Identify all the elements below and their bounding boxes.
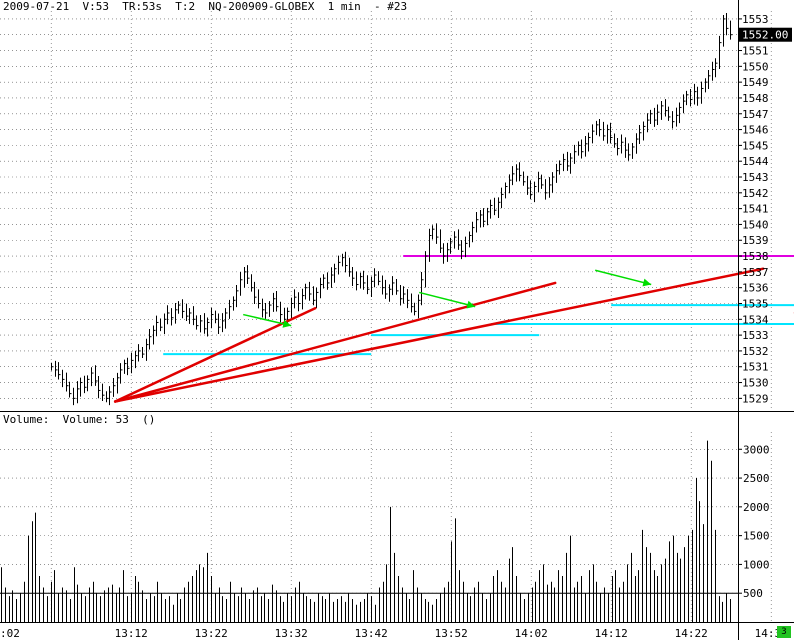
- volume-tick-label: 1000: [743, 558, 770, 571]
- price-tick-label: 1531: [742, 361, 769, 374]
- time-tick-label: 13:42: [355, 627, 388, 640]
- price-bars: [51, 13, 733, 406]
- header-time-remaining: TR:53s: [122, 0, 162, 13]
- time-tick-label: 13:52: [435, 627, 468, 640]
- price-tick-label: 1545: [742, 139, 769, 152]
- signal-arrow-head: [642, 278, 652, 287]
- volume-tick-label: 3000: [743, 443, 770, 456]
- price-tick-label: 1542: [742, 187, 769, 200]
- volume-tick-label: 2500: [743, 472, 770, 485]
- price-tick-label: 1543: [742, 171, 769, 184]
- price-tick-label: 1541: [742, 203, 769, 216]
- signal-arrows: [243, 269, 652, 328]
- price-tick-label: 1549: [742, 76, 769, 89]
- price-tick-label: 1550: [742, 60, 769, 73]
- time-tick-label: 13:22: [195, 627, 228, 640]
- time-tick-label: 14:12: [595, 627, 628, 640]
- header-chart-number: - #23: [373, 0, 408, 13]
- price-tick-label: 1529: [742, 392, 769, 405]
- price-tick-label: 1534: [742, 313, 769, 326]
- status-badge: 3: [777, 626, 791, 638]
- volume-bars: [0, 440, 738, 622]
- header-volume: V:53: [82, 0, 109, 13]
- grid-lines: [0, 11, 772, 622]
- volume-tick-label: 500: [743, 587, 763, 600]
- signal-arrow-shaft: [419, 291, 476, 308]
- price-tick-label: 1548: [742, 92, 769, 105]
- price-tick-label: 1532: [742, 345, 769, 358]
- header-date: 2009-07-21: [3, 0, 70, 13]
- volume-panel-label: Volume: Volume: 53 (): [3, 413, 156, 426]
- price-tick-label: 1530: [742, 377, 769, 390]
- price-tick-label: 1533: [742, 329, 769, 342]
- time-tick-label: 13:32: [275, 627, 308, 640]
- price-tick-label: 1553: [742, 13, 769, 26]
- header-symbol: NQ-200909-GLOBEX: [208, 0, 315, 13]
- price-tick-label: 1536: [742, 282, 769, 295]
- signal-arrow-head: [466, 300, 476, 309]
- signal-arrow-shaft: [243, 313, 292, 327]
- price-tick-label: 1544: [742, 155, 769, 168]
- volume-tick-label: 2000: [743, 501, 770, 514]
- time-tick-label: 13:12: [115, 627, 148, 640]
- time-tick-label: :02: [0, 627, 20, 640]
- time-tick-label: 14:22: [675, 627, 708, 640]
- header-ticks: T:2: [175, 0, 196, 13]
- price-levels: [163, 255, 794, 356]
- price-tick-label: 1540: [742, 218, 769, 231]
- price-tick-label: 1535: [742, 297, 769, 310]
- chart-header: 2009-07-21 V:53 TR:53s T:2 NQ-200909-GLO…: [3, 0, 407, 13]
- last-price-box: [739, 27, 792, 42]
- price-tick-label: 1547: [742, 108, 769, 121]
- trend-line: [113, 267, 765, 403]
- last-price-label: 1552.00: [742, 29, 788, 42]
- trend-line: [113, 281, 557, 403]
- price-tick-label: 1537: [742, 266, 769, 279]
- price-tick-label: 1539: [742, 234, 769, 247]
- price-tick-label: 1546: [742, 124, 769, 137]
- signal-arrow-shaft: [595, 269, 652, 286]
- header-interval: 1 min: [327, 0, 361, 13]
- signal-arrow-head: [282, 319, 292, 328]
- volume-tick-label: 1500: [743, 530, 770, 543]
- price-tick-label: 1551: [742, 45, 769, 58]
- price-tick-label: 1538: [742, 250, 769, 263]
- time-tick-label: 14:02: [515, 627, 548, 640]
